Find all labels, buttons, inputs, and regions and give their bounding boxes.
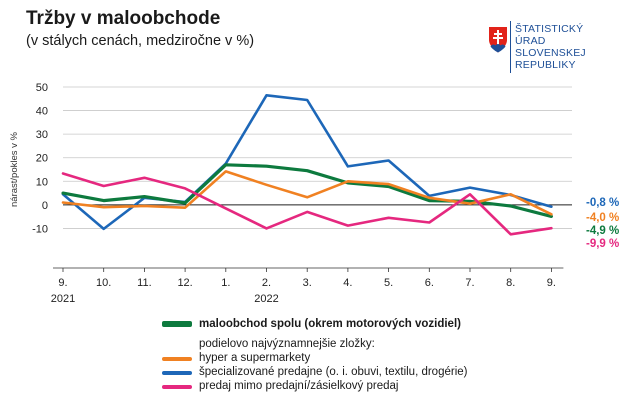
x-tick-label: 10. — [96, 277, 111, 289]
y-tick-label: 0 — [42, 200, 48, 212]
x-tick-label: 8. — [506, 277, 515, 289]
logo-line-4: REPUBLIKY — [515, 59, 576, 71]
y-axis-label: nárast/pokles v % — [9, 131, 20, 207]
legend-label-special: špecializované predajne (o. i. obuvi, te… — [199, 366, 468, 378]
statistical-office-logo: ŠTATISTICKÝ ÚRAD SLOVENSKEJ REPUBLIKY — [487, 21, 617, 81]
x-tick-label: 11. — [137, 277, 151, 289]
x-tick-label: 2. — [262, 277, 271, 289]
legend-subheading-text: podielovo najvýznamnejšie zložky: — [199, 338, 375, 350]
y-tick-label: 20 — [36, 153, 48, 165]
x-year-label: 2022 — [254, 293, 278, 305]
y-tick-label: 10 — [36, 176, 48, 188]
end-label-special: -0,8 % — [586, 197, 619, 209]
y-tick-label: -10 — [32, 223, 48, 235]
legend-swatch-nonstore — [162, 385, 192, 389]
x-tick-label: 7. — [465, 277, 474, 289]
x-tick-label: 3. — [303, 277, 312, 289]
legend-subheading: podielovo najvýznamnejšie zložky: — [199, 338, 375, 350]
legend-swatch-hyper — [162, 357, 192, 361]
logo-line-2: ÚRAD — [515, 35, 546, 47]
y-tick-label: 50 — [36, 82, 48, 94]
series-line-total — [61, 163, 554, 218]
x-tick-label: 6. — [425, 277, 434, 289]
end-label-hyper: -4,0 % — [586, 212, 619, 224]
legend-swatch-total — [162, 321, 192, 327]
chart-title: Tržby v maloobchode — [26, 8, 221, 29]
coat-of-arms-icon — [487, 25, 509, 55]
y-tick-label: 40 — [36, 106, 48, 118]
x-tick-label: 12. — [177, 277, 192, 289]
legend-label-nonstore: predaj mimo predajní/zásielkový predaj — [199, 380, 399, 392]
series-line-hyper — [61, 170, 553, 216]
end-label-nonstore: -9,9 % — [586, 238, 619, 250]
chart-subtitle: (v stálych cenách, medziročne v %) — [26, 33, 255, 49]
logo-text: ŠTATISTICKÝ ÚRAD SLOVENSKEJ REPUBLIKY — [515, 23, 620, 71]
x-tick-label: 4. — [343, 277, 352, 289]
logo-divider — [510, 21, 511, 73]
series-line-nonstore — [61, 172, 553, 236]
logo-line-3: SLOVENSKEJ — [515, 47, 586, 59]
line-chart: -10 0 10 20 30 40 50 nárast/pokles v % 9. 10. 11. 1… — [9, 82, 619, 305]
legend-label-hyper: hyper a supermarkety — [199, 352, 311, 364]
x-tick-label: 1. — [221, 277, 230, 289]
end-label-total: -4,9 % — [586, 225, 619, 237]
x-tick-label: 9. — [58, 277, 67, 289]
x-year-label: 2021 — [51, 293, 75, 305]
x-tick-label: 5. — [384, 277, 393, 289]
x-tick-label: 9. — [547, 277, 556, 289]
legend-label-total: maloobchod spolu (okrem motorových vozid… — [199, 318, 461, 330]
logo-line-1: ŠTATISTICKÝ — [515, 23, 584, 35]
y-tick-label: 30 — [36, 129, 48, 141]
legend-swatch-special — [162, 371, 192, 375]
series-line-special — [61, 94, 553, 231]
